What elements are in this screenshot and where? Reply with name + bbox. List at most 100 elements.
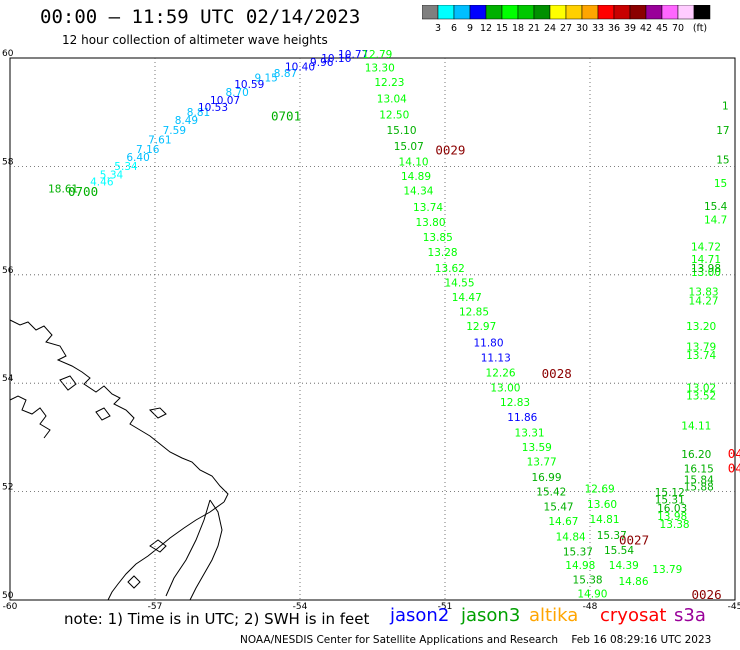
wave-height-label: 10.07: [210, 95, 240, 107]
colorbar-tick-label: 12: [480, 23, 492, 34]
wave-height-label: 16.03: [657, 503, 687, 515]
wave-height-label: 14.55: [444, 278, 474, 290]
lon-tick-label: -60: [3, 602, 18, 612]
wave-height-label: 13.20: [686, 321, 716, 333]
wave-height-label: 16.99: [531, 472, 561, 484]
wave-height-label: 14.71: [691, 254, 721, 266]
coastline: [9, 319, 229, 503]
time-label: 0029: [435, 142, 465, 157]
lat-tick-label: 54: [2, 374, 14, 384]
wave-height-label: 13.79: [686, 342, 716, 354]
wave-height-label: 10.77: [338, 49, 368, 61]
wave-height-label: 13.98: [657, 511, 687, 523]
lon-tick-label: -45: [728, 602, 740, 612]
wave-height-label: 11.80: [473, 337, 503, 349]
wave-height-label: 14.81: [589, 514, 619, 526]
wave-height-label: 13.30: [365, 63, 395, 75]
wave-height-label: 15.31: [655, 495, 685, 507]
wave-height-label: 15.84: [684, 474, 714, 486]
lon-tick-label: -48: [583, 602, 598, 612]
wave-height-label: 12.79: [362, 49, 392, 61]
wave-height-label: 12.69: [585, 484, 615, 496]
wave-height-label: 12.85: [459, 306, 489, 318]
time-label: 0027: [619, 533, 649, 548]
wave-height-label: 6.40: [126, 152, 149, 164]
wave-height-label: 13.74: [686, 350, 716, 362]
wave-height-label: 14.67: [548, 516, 578, 528]
wave-height-label: 13.38: [660, 519, 690, 531]
wave-height-label: 7.16: [136, 144, 160, 156]
wave-height-label: 8.87: [274, 68, 297, 80]
colorbar-tick-label: 70: [672, 23, 684, 34]
colorbar-tick-label: 36: [608, 23, 620, 34]
wave-height-label: 13.28: [428, 247, 458, 259]
wave-height-label: 14.34: [403, 186, 433, 198]
wave-height-label: 12.23: [374, 77, 404, 89]
wave-height-label: 15.07: [394, 141, 424, 153]
lat-tick-label: 60: [2, 49, 14, 59]
legend-jason3: jason3: [461, 605, 521, 626]
wave-height-label: 15.47: [544, 502, 574, 514]
wave-height-label: 13.00: [490, 382, 520, 394]
wave-height-label: 16.20: [681, 449, 711, 461]
colorbar-tick-label: 3: [435, 23, 441, 34]
coastline: [189, 499, 223, 601]
wave-height-label: 13.85: [423, 232, 453, 244]
wave-height-label: 14.89: [401, 171, 431, 183]
map-frame: [9, 57, 736, 601]
wave-height-label: 12.83: [500, 397, 530, 409]
wave-height-label: 5.34: [114, 161, 138, 173]
wave-height-label: 15.10: [386, 125, 416, 137]
wave-height-label: 14.86: [618, 576, 648, 588]
coastline: [9, 395, 51, 439]
wave-height-label: 8.70: [225, 87, 248, 99]
colorbar-tick-label: 27: [560, 23, 572, 34]
wave-height-label: 14.10: [399, 156, 429, 168]
wave-height-label: 15.4: [704, 201, 728, 213]
wave-height-label: 10.53: [198, 102, 228, 114]
wave-height-label: 8.49: [175, 115, 198, 127]
legend-jason2: jason2: [390, 605, 450, 626]
wave-height-label: 15.42: [536, 486, 566, 498]
wave-height-label: 12.97: [466, 321, 496, 333]
wave-height-label: 15.12: [655, 487, 685, 499]
wave-height-label: 13.80: [415, 217, 445, 229]
credit-line: NOAA/NESDIS Center for Satellite Applica…: [240, 634, 712, 646]
wave-height-label: 14.72: [691, 241, 721, 253]
lon-tick-label: -57: [148, 602, 163, 612]
wave-height-label: 5.34: [100, 169, 124, 181]
colorbar-tick-label: 9: [467, 23, 473, 34]
coastline: [59, 375, 77, 391]
wave-height-label: 15.54: [604, 545, 634, 557]
wave-height-label: 18.61: [48, 183, 78, 195]
wave-height-label: 13.02: [686, 382, 716, 394]
lat-tick-label: 58: [2, 157, 14, 167]
time-label: 0700: [68, 184, 98, 199]
time-label: 0701: [271, 108, 301, 123]
wave-height-label: 17: [716, 125, 729, 137]
wave-height-label: 15.38: [573, 575, 603, 587]
wave-height-label: 13.62: [435, 263, 465, 275]
colorbar-tick-label: 39: [624, 23, 636, 34]
colorbar-tick-label: 42: [640, 23, 652, 34]
wave-height-label: 4.46: [90, 176, 114, 188]
wave-height-label: 14.90: [577, 588, 607, 600]
wave-height-label: 14.39: [609, 560, 639, 572]
colorbar-tick-label: 33: [592, 23, 604, 34]
wave-height-label: 14.11: [681, 420, 711, 432]
wave-height-label: 14.27: [689, 296, 719, 308]
wave-height-label: 15: [716, 155, 729, 167]
wave-height-label: 14.47: [452, 292, 482, 304]
time-label: 04: [728, 446, 740, 461]
wave-height-label: 10.16: [321, 53, 351, 65]
colorbar-tick-label: 18: [512, 23, 524, 34]
wave-height-label: 16.15: [684, 464, 714, 476]
wave-height-label: 15.88: [684, 482, 714, 494]
footer-note: note: 1) Time is in UTC; 2) SWH is in fe…: [64, 610, 370, 628]
color-legend: 3 6 9 12 15 18 21 24 27 30 33 36 39 42 45 70 (ft): [422, 5, 711, 34]
wave-height-label: 10.40: [285, 61, 315, 73]
wave-height-label: 8.81: [187, 107, 210, 119]
coastline: [149, 539, 167, 553]
wave-height-label: 15.37: [563, 547, 593, 559]
coastline: [148, 407, 167, 419]
